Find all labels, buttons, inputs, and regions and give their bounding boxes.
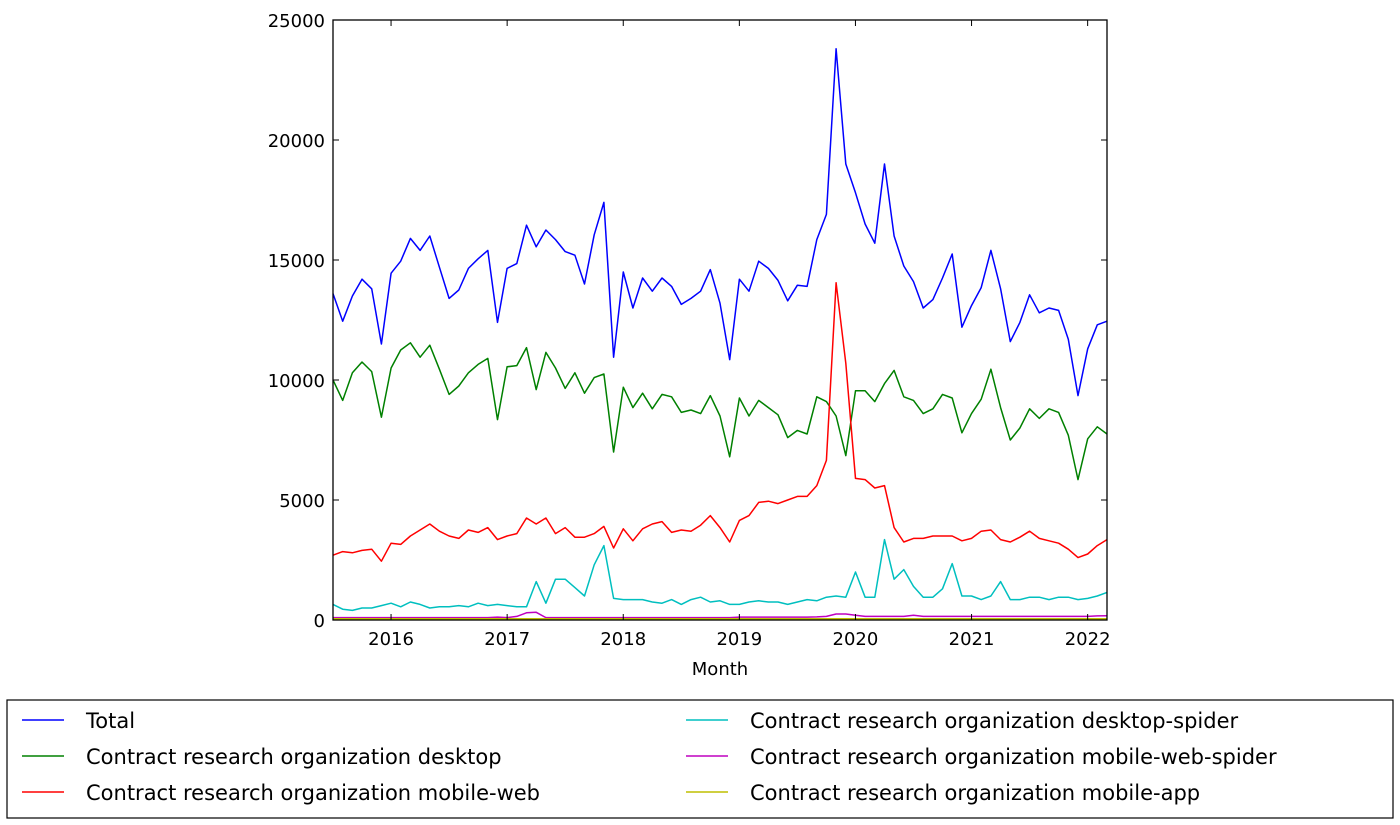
series-line-3 <box>332 538 1108 612</box>
series-line-0 <box>332 48 1108 397</box>
legend-label: Contract research organization desktop <box>86 745 502 769</box>
legend-label: Contract research organization desktop-s… <box>750 709 1238 733</box>
y-tick-label: 5000 <box>279 491 325 512</box>
plot-frame <box>332 19 1108 621</box>
legend-item: Contract research organization desktop-s… <box>686 709 1238 733</box>
y-tick-label: 10000 <box>268 371 325 392</box>
legend-item: Contract research organization mobile-we… <box>686 745 1277 769</box>
series-line-4 <box>333 611 1108 619</box>
legend: Total Contract research organization desk… <box>22 709 1277 805</box>
x-axis: 2016 2017 2018 2019 2020 2021 2022 <box>368 20 1111 650</box>
x-tick-label: 2019 <box>716 629 762 650</box>
y-tick-label: 20000 <box>268 131 325 152</box>
legend-box <box>6 699 1394 819</box>
legend-item: Contract research organization desktop <box>22 745 502 769</box>
legend-label: Contract research organization mobile-ap… <box>750 781 1200 805</box>
x-tick-label: 2022 <box>1065 629 1111 650</box>
y-axis: 0 5000 10000 15000 20000 25000 <box>268 11 1107 632</box>
x-tick-label: 2021 <box>949 629 995 650</box>
legend-item: Total <box>22 709 135 733</box>
y-tick-label: 25000 <box>268 11 325 32</box>
y-tick-label: 15000 <box>268 251 325 272</box>
x-tick-label: 2018 <box>600 629 646 650</box>
x-axis-label: Month <box>692 659 748 680</box>
legend-label: Total <box>85 709 135 733</box>
x-tick-label: 2020 <box>833 629 879 650</box>
series-line-1 <box>332 342 1108 481</box>
legend-item: Contract research organization mobile-we… <box>22 781 540 805</box>
x-tick-label: 2016 <box>368 629 414 650</box>
x-tick-label: 2017 <box>484 629 530 650</box>
series-layer <box>332 48 1108 620</box>
legend-item: Contract research organization mobile-ap… <box>686 781 1200 805</box>
legend-label: Contract research organization mobile-we… <box>750 745 1277 769</box>
plot-area <box>333 20 1107 620</box>
series-line-2 <box>332 282 1108 562</box>
legend-label: Contract research organization mobile-we… <box>86 781 540 805</box>
y-tick-label: 0 <box>314 611 325 632</box>
